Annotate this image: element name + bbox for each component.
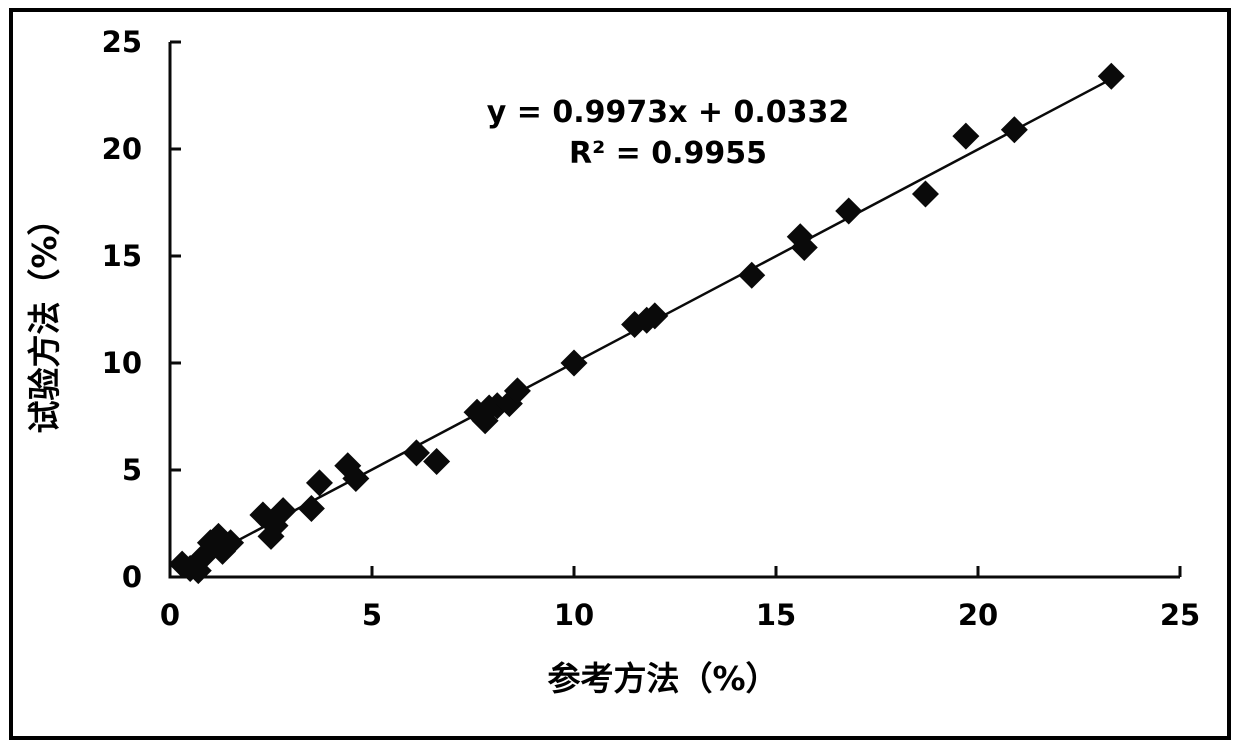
y-axis-title: 试验方法（%）: [25, 202, 64, 433]
axis-tick-labels: 0 5 10 15 20 25 0 5 10 15 20 25: [102, 25, 1201, 632]
x-tick-label: 20: [958, 598, 998, 632]
data-point: [952, 122, 980, 150]
data-point: [641, 302, 669, 330]
x-axis-title: 参考方法（%）: [547, 659, 778, 698]
x-tick-label: 0: [160, 598, 180, 632]
x-tick-label: 5: [362, 598, 382, 632]
data-point: [738, 261, 766, 289]
data-point: [342, 465, 370, 493]
data-point: [1097, 62, 1125, 90]
data-point: [790, 233, 818, 261]
data-point: [1000, 116, 1028, 144]
data-point: [217, 529, 245, 557]
x-tick-label: 10: [554, 598, 594, 632]
data-point: [402, 439, 430, 467]
y-tick-label: 20: [102, 132, 142, 166]
x-tick-label: 15: [756, 598, 796, 632]
data-point: [503, 377, 531, 405]
axis-ticks: [168, 40, 1182, 579]
data-point: [911, 180, 939, 208]
x-tick-label: 25: [1160, 598, 1200, 632]
data-point: [423, 447, 451, 475]
y-tick-label: 10: [102, 346, 142, 380]
equation-label: y = 0.9973x + 0.0332: [487, 95, 850, 130]
y-tick-label: 25: [102, 25, 142, 59]
data-point: [560, 349, 588, 377]
y-tick-label: 5: [122, 453, 142, 487]
r-squared-label: R² = 0.9955: [569, 136, 767, 171]
data-point: [297, 495, 325, 523]
y-tick-label: 0: [122, 560, 142, 594]
data-points-group: [168, 62, 1125, 585]
data-point: [835, 197, 863, 225]
data-point: [305, 469, 333, 497]
y-tick-label: 15: [102, 239, 142, 273]
data-point: [269, 497, 297, 525]
